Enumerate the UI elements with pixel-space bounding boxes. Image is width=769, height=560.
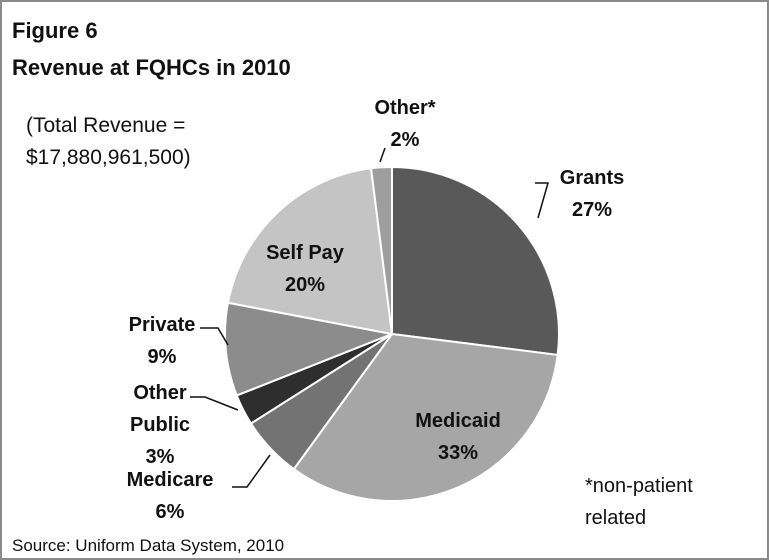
category-label: Grants bbox=[559, 167, 625, 189]
category-label: Self Pay bbox=[266, 242, 344, 264]
slice-label: Medicaid 33% bbox=[415, 405, 501, 469]
leader-line bbox=[379, 147, 386, 163]
pie-slice bbox=[369, 165, 393, 335]
leader-lines bbox=[190, 147, 549, 488]
slice-label: Grants 27% bbox=[560, 162, 624, 226]
slice-label: Self Pay 20% bbox=[266, 237, 344, 301]
leader-line bbox=[232, 454, 271, 488]
pie-slice bbox=[391, 165, 560, 357]
leader-line bbox=[535, 182, 549, 219]
slice-label: Other* 2% bbox=[374, 92, 435, 156]
annotation: (Total Revenue = $17,880,961,500) bbox=[26, 114, 191, 169]
category-label: Private bbox=[128, 314, 196, 336]
chart-subtitle: Revenue at FQHCs in 2010 bbox=[12, 55, 291, 80]
category-label: Medicare bbox=[126, 469, 214, 491]
value-label: 3% bbox=[145, 446, 175, 468]
value-label: 33% bbox=[437, 442, 479, 464]
value-label: 2% bbox=[390, 129, 420, 151]
pie-slice bbox=[292, 332, 559, 502]
slice-label: Private 9% bbox=[129, 309, 196, 373]
slice-label: Other Public 3% bbox=[115, 377, 205, 473]
note: *non-patient related bbox=[585, 475, 693, 529]
category-label: Other Public bbox=[129, 382, 190, 436]
source: Source: Uniform Data System, 2010 bbox=[12, 536, 285, 555]
leader-line bbox=[190, 396, 239, 411]
chart-title: Figure 6 bbox=[12, 18, 98, 43]
slice-label: Medicare 6% bbox=[127, 464, 214, 528]
pie-slice bbox=[226, 167, 394, 336]
value-label: 20% bbox=[284, 274, 326, 296]
category-label: Other* bbox=[374, 97, 436, 119]
value-label: 6% bbox=[155, 501, 185, 523]
pie-slice bbox=[224, 301, 396, 397]
value-label: 9% bbox=[147, 346, 177, 368]
leader-line bbox=[200, 327, 229, 346]
value-label: 27% bbox=[571, 199, 613, 221]
category-label: Medicaid bbox=[415, 410, 501, 432]
